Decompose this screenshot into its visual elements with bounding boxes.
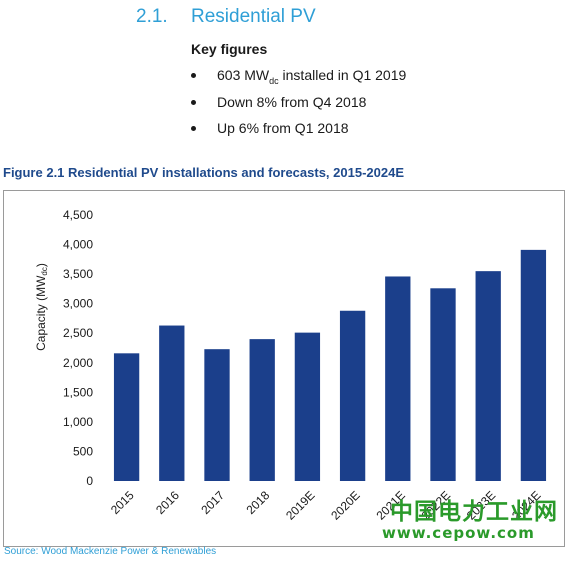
- x-tick-label: 2018: [244, 488, 273, 517]
- key-figure-item: Up 6% from Q1 2018: [190, 120, 406, 147]
- key-figures-list: 603 MWdc installed in Q1 2019 Down 8% fr…: [190, 67, 406, 147]
- bar: [385, 276, 411, 481]
- bar: [249, 339, 275, 481]
- y-tick-label: 500: [73, 444, 93, 458]
- x-tick-label: 2020E: [328, 488, 362, 522]
- y-tick-label: 2,000: [63, 356, 93, 370]
- bar: [204, 349, 230, 481]
- watermark-title: 中国电力工业网: [390, 499, 558, 525]
- y-tick-label: 4,500: [63, 208, 93, 222]
- x-tick-label: 2015: [108, 488, 137, 517]
- y-axis-label: Capacity (MWdc): [34, 263, 49, 351]
- bullet-icon: [191, 126, 196, 131]
- bar: [430, 288, 456, 481]
- bar: [475, 271, 501, 481]
- y-tick-label: 3,000: [63, 297, 93, 311]
- y-axis-label-subscript: dc: [40, 267, 49, 275]
- bullet-icon: [191, 73, 196, 78]
- key-figure-text-end: installed in Q1 2019: [278, 67, 407, 83]
- y-axis-label-text: Capacity (MW: [34, 275, 48, 351]
- section-title: Residential PV: [191, 6, 316, 27]
- key-figure-subscript: dc: [269, 75, 279, 86]
- key-figure-text: Down 8% from Q4 2018: [217, 93, 367, 110]
- y-tick-label: 4,000: [63, 238, 93, 252]
- bars: [113, 249, 547, 481]
- bar: [159, 325, 185, 481]
- y-tick-label: 0: [86, 474, 93, 488]
- chart-frame: Capacity (MWdc) 0 500 1,000 1,500 2,000 2,500…: [3, 190, 565, 547]
- y-tick-label: 1,500: [63, 385, 93, 399]
- bar: [113, 353, 140, 481]
- y-axis-ticks: 0 500 1,000 1,500 2,000 2,500 3,000 3,500 4,000 4…: [63, 208, 93, 488]
- y-tick-label: 2,500: [63, 326, 93, 340]
- bullet-icon: [191, 99, 196, 105]
- y-tick-label: 1,000: [63, 415, 93, 429]
- bar: [339, 310, 366, 481]
- source-note: Source: Wood Mackenzie Power & Renewable…: [4, 546, 217, 557]
- section-number: 2.1.: [136, 6, 168, 27]
- svg-text:Capacity (MWdc): Capacity (MWdc): [34, 263, 49, 351]
- bar: [294, 332, 321, 481]
- key-figure-item: Down 8% from Q4 2018: [190, 94, 406, 121]
- x-tick-label: 2019E: [283, 488, 317, 522]
- x-tick-label: 2017: [198, 488, 227, 517]
- figure-title: Figure 2.1 Residential PV installations …: [3, 165, 404, 180]
- key-figure-text: 603 MW: [217, 67, 270, 83]
- key-figure-text: Up 6% from Q1 2018: [217, 120, 349, 136]
- y-tick-label: 3,500: [63, 267, 93, 281]
- key-figures-title: Key figures: [191, 41, 268, 57]
- key-figure-item: 603 MWdc installed in Q1 2019: [190, 67, 406, 94]
- x-tick-label: 2016: [153, 488, 182, 517]
- y-axis-label-end: ): [34, 263, 48, 267]
- bar: [520, 249, 547, 481]
- watermark-url: www.cepow.com: [382, 524, 535, 542]
- bar-chart: Capacity (MWdc) 0 500 1,000 1,500 2,000 2,500…: [34, 208, 547, 523]
